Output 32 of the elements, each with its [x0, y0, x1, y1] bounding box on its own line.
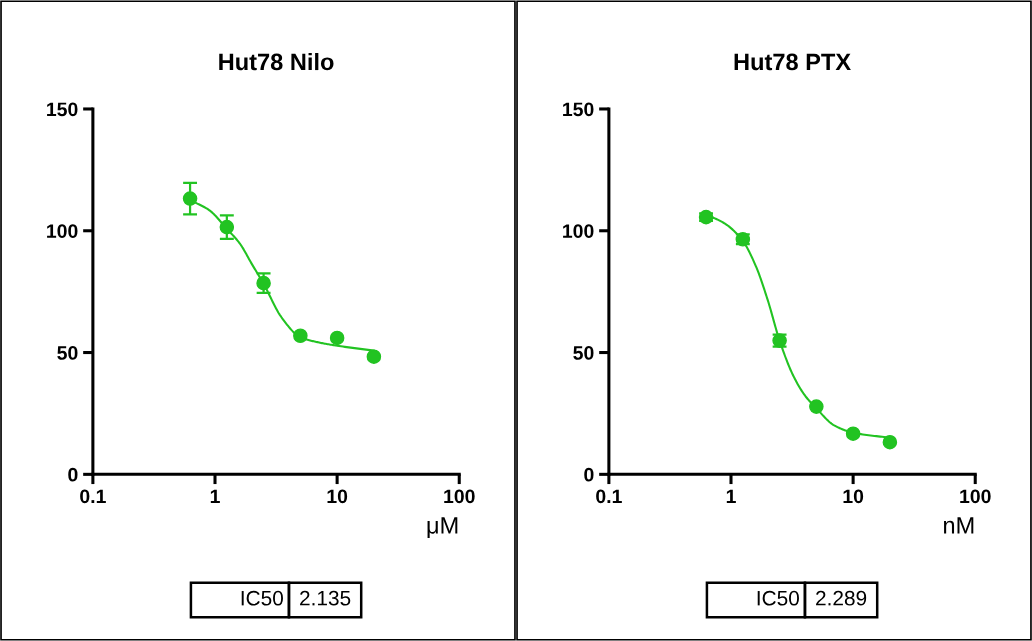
- point: [882, 434, 898, 450]
- x-tick-label: 10: [327, 489, 348, 504]
- y-tick-label: 150: [563, 102, 594, 117]
- text: IC50: [241, 590, 283, 606]
- point: [809, 399, 824, 414]
- x-tick-label: 100: [444, 489, 475, 504]
- y-tick-label: 100: [563, 224, 594, 238]
- point: [329, 330, 345, 346]
- point: [219, 219, 235, 235]
- x-tick-label: 1: [210, 489, 220, 504]
- point: [366, 349, 382, 364]
- point: [293, 328, 308, 344]
- x-axis-title: μM: [427, 517, 458, 538]
- point: [845, 426, 861, 441]
- x-axis-title: nM: [944, 517, 974, 534]
- chart-title: Hut78 PTX: [734, 53, 851, 71]
- x-tick-label: 0.1: [80, 489, 106, 504]
- y-tick-label: 0: [68, 467, 78, 482]
- x-tick-label: 0.1: [596, 489, 622, 504]
- y-tick-label: 150: [47, 102, 78, 117]
- x-tick-label: 1: [726, 489, 736, 504]
- chart-title: Hut78 Nilo: [219, 52, 334, 71]
- y-tick-label: 50: [57, 346, 78, 360]
- y-tick-label: 0: [584, 467, 594, 482]
- text: IC50: [757, 590, 799, 606]
- point: [182, 191, 198, 206]
- x-tick-label: 10: [843, 489, 864, 504]
- y-tick-label: 50: [573, 346, 594, 360]
- text: 2.289: [816, 590, 867, 606]
- text: 2.135: [300, 590, 351, 606]
- x-tick-label: 100: [960, 489, 991, 504]
- y-tick-label: 100: [47, 224, 78, 238]
